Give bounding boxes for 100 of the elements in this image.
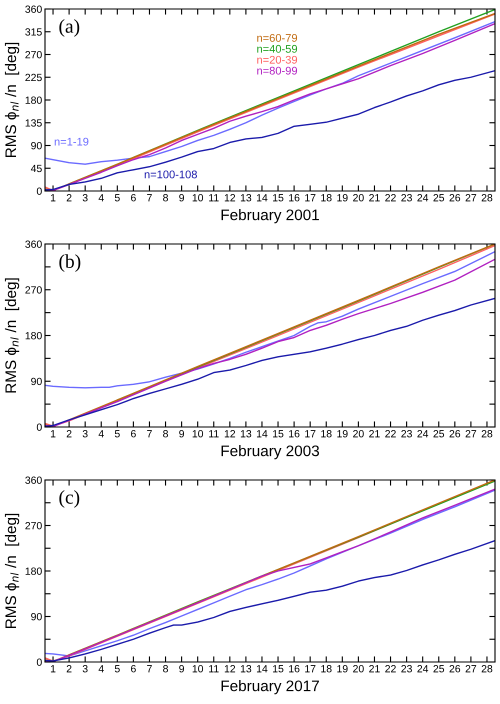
x-tick-label: 18 [321, 194, 332, 202]
y-axis-title: RMS ϕ$_{nl}$ /n [deg] [4, 42, 20, 158]
x-tick-label: 13 [240, 194, 252, 202]
y-tick-label: 360 [25, 240, 42, 248]
x-tick-label: 20 [353, 194, 364, 202]
x-tick-label: 2 [66, 430, 72, 438]
y-tick-label: 90 [31, 142, 42, 150]
y-tick-label: 90 [31, 378, 42, 386]
x-tick-label: 1 [50, 194, 56, 202]
x-tick-label: 5 [114, 665, 120, 672]
x-tick-label: 13 [240, 665, 252, 672]
line-series [45, 250, 495, 389]
x-tick-label: 6 [131, 194, 136, 202]
x-tick-label: 1 [50, 665, 56, 672]
x-tick-label: 22 [385, 665, 396, 672]
x-tick-label: 5 [114, 194, 120, 202]
series-label: n=100-108 [144, 170, 197, 178]
x-tick-label: 21 [369, 430, 380, 438]
x-tick-label: 13 [240, 430, 252, 438]
x-tick-label: 11 [209, 430, 219, 438]
y-axis-title: RMS ϕ$_{nl}$ /n [deg] [4, 278, 20, 393]
x-axis-title: February 2001 [222, 209, 319, 224]
x-tick-label: 6 [131, 430, 136, 438]
y-axis-title: RMS ϕ$_{nl}$ /n [deg] [4, 514, 20, 628]
x-tick-label: 19 [337, 194, 348, 202]
x-tick-label: 2 [66, 194, 72, 202]
x-tick-label: 24 [417, 665, 428, 672]
x-tick-label: 26 [450, 430, 460, 438]
x-tick-label: 18 [321, 665, 332, 672]
x-tick-label: 2 [66, 665, 72, 672]
x-tick-label: 9 [179, 665, 184, 672]
x-tick-label: 25 [433, 430, 444, 438]
x-tick-label: 8 [163, 194, 168, 202]
x-tick-label: 8 [163, 665, 168, 672]
x-tick-label: 16 [289, 665, 300, 672]
x-tick-label: 15 [273, 665, 284, 672]
x-tick-label: 22 [385, 194, 396, 202]
x-tick-label: 24 [417, 430, 428, 438]
y-tick-label: 270 [25, 522, 42, 530]
x-tick-label: 12 [224, 665, 236, 672]
x-tick-label: 7 [147, 665, 152, 672]
annotation: (b) [59, 254, 80, 272]
x-tick-label: 10 [192, 430, 204, 438]
x-tick-label: 3 [82, 665, 88, 672]
x-tick-label: 21 [369, 194, 380, 202]
x-tick-label: 17 [305, 194, 316, 202]
x-tick-label: 6 [131, 665, 136, 672]
x-tick-label: 4 [98, 194, 104, 202]
y-tick-label: 180 [26, 96, 42, 104]
y-tick-label: 135 [26, 119, 42, 127]
x-tick-label: 28 [482, 665, 492, 672]
x-tick-label: 17 [305, 430, 316, 438]
x-tick-label: 14 [256, 430, 268, 438]
x-tick-label: 5 [114, 430, 120, 438]
y-tick-label: 360 [25, 476, 42, 484]
x-tick-label: 19 [337, 665, 348, 672]
x-tick-label: 4 [98, 665, 104, 672]
x-tick-label: 28 [482, 194, 492, 202]
x-axis-title: February 2003 [222, 445, 320, 460]
x-tick-label: 12 [224, 194, 236, 202]
y-tick-label: 360 [25, 6, 42, 13]
y-tick-label: 0 [36, 188, 42, 195]
x-tick-label: 23 [401, 665, 412, 672]
x-tick-label: 27 [466, 430, 476, 438]
line-series [45, 20, 495, 165]
x-tick-label: 16 [289, 194, 300, 202]
x-tick-label: 19 [337, 430, 348, 438]
x-tick-label: 12 [224, 430, 236, 438]
x-tick-label: 27 [466, 194, 476, 202]
x-tick-label: 23 [401, 430, 412, 438]
y-tick-label: 270 [25, 51, 42, 58]
x-tick-label: 15 [273, 430, 284, 438]
x-tick-label: 15 [273, 194, 284, 202]
x-tick-label: 10 [192, 194, 204, 202]
x-tick-label: 20 [353, 665, 364, 672]
x-tick-label: 10 [192, 665, 204, 672]
y-tick-label: 180 [26, 568, 42, 575]
x-tick-label: 25 [433, 665, 444, 672]
y-tick-label: 45 [30, 164, 42, 172]
annotation: (c) [59, 490, 80, 508]
series-label: n=1-19 [54, 138, 88, 146]
x-tick-label: 4 [98, 430, 104, 438]
x-tick-label: 20 [353, 430, 364, 438]
x-tick-label: 3 [82, 430, 88, 438]
annotation: (a) [59, 19, 80, 37]
text: n=20-39 [257, 56, 298, 64]
x-axis-title: February 2017 [222, 680, 319, 694]
x-tick-label: 9 [179, 430, 184, 438]
y-tick-label: 270 [25, 286, 42, 294]
x-tick-label: 14 [256, 665, 268, 672]
x-tick-label: 25 [433, 194, 444, 202]
x-tick-label: 27 [466, 665, 476, 672]
x-tick-label: 7 [147, 194, 152, 202]
y-tick-label: 180 [26, 332, 42, 340]
x-tick-label: 16 [289, 430, 300, 438]
text: n=60-79 [257, 34, 298, 42]
x-tick-label: 21 [369, 665, 380, 672]
x-tick-label: 17 [305, 665, 316, 672]
y-tick-label: 0 [36, 424, 42, 431]
x-tick-label: 14 [256, 194, 268, 202]
